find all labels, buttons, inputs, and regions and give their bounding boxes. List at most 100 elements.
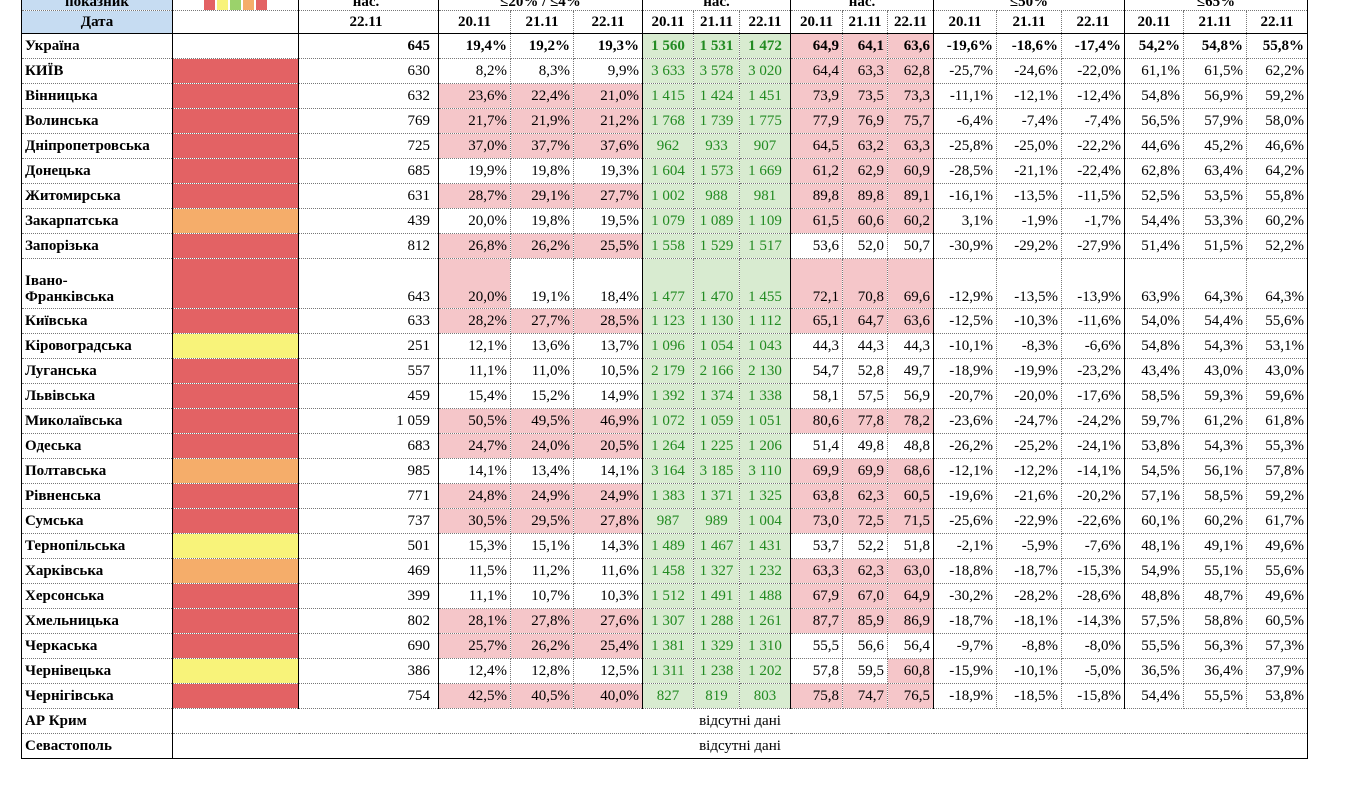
legend-swatch-3 <box>243 0 254 10</box>
pct-cell: 12,4% <box>438 658 511 684</box>
pct-cell: 13,7% <box>573 333 643 359</box>
e-cell: 56,3% <box>1183 633 1247 659</box>
table-row: Сумська 737 30,5% 29,5% 27,8% 987 989 1 004 73,0… <box>21 508 1308 534</box>
pct-cell: 27,7% <box>573 183 643 209</box>
d-cell: -22,2% <box>1061 133 1125 159</box>
d-cell: -24,1% <box>1061 433 1125 459</box>
date-col: 22.11 <box>573 10 643 34</box>
r-cell: 74,7 <box>842 683 888 709</box>
g-cell: 907 <box>739 133 791 159</box>
pct-cell: 11,1% <box>438 358 511 384</box>
population-value: 754 <box>298 683 439 709</box>
d-cell: -9,7% <box>933 633 997 659</box>
g-cell: 1 558 <box>642 233 694 259</box>
g-cell: 1 043 <box>739 333 791 359</box>
pct-cell: 21,7% <box>438 108 511 134</box>
d-cell: -21,6% <box>996 483 1062 509</box>
g-cell: 1 768 <box>642 108 694 134</box>
e-cell: 55,5% <box>1124 633 1184 659</box>
g-cell: 989 <box>693 508 740 534</box>
e-cell: 54,4% <box>1124 683 1184 709</box>
e-cell: 53,8% <box>1246 683 1308 709</box>
region-name: Миколаївська <box>21 408 173 434</box>
r-cell: 48,8 <box>887 433 934 459</box>
region-name: Севастополь <box>21 733 173 759</box>
region-status-color <box>172 308 299 334</box>
g-cell: 1 130 <box>693 308 740 334</box>
region-name: Донецька <box>21 158 173 184</box>
population-value: 631 <box>298 183 439 209</box>
r-cell: 78,2 <box>887 408 934 434</box>
g-cell: 1 310 <box>739 633 791 659</box>
region-status-color <box>172 658 299 684</box>
pct-cell: 14,1% <box>438 458 511 484</box>
region-status-color <box>172 358 299 384</box>
legend-swatch-1 <box>217 0 228 10</box>
e-cell: 54,4% <box>1124 208 1184 234</box>
d-cell: -18,7% <box>996 558 1062 584</box>
r-cell: 63,3 <box>842 58 888 84</box>
region-status-color <box>172 533 299 559</box>
g-cell: 1 338 <box>739 383 791 409</box>
g-cell: 1 517 <box>739 233 791 259</box>
g-cell: 803 <box>739 683 791 709</box>
region-name: Київська <box>21 308 173 334</box>
table-row: Тернопільська 501 15,3% 15,1% 14,3% 1 489 1 46… <box>21 533 1308 559</box>
region-status-color <box>172 333 299 359</box>
r-cell: 56,6 <box>842 633 888 659</box>
g-cell: 1 079 <box>642 208 694 234</box>
r-cell: 60,5 <box>887 483 934 509</box>
pct-cell: 20,0% <box>438 208 511 234</box>
g-cell: 1 489 <box>642 533 694 559</box>
g-cell: 1 470 <box>693 258 740 309</box>
date-col: 20.11 <box>438 10 511 34</box>
g-cell: 1 206 <box>739 433 791 459</box>
r-cell: 57,5 <box>842 383 888 409</box>
pct-cell: 11,2% <box>510 558 574 584</box>
region-name: Сумська <box>21 508 173 534</box>
d-cell: -25,8% <box>933 133 997 159</box>
d-cell: -17,4% <box>1061 33 1125 59</box>
g-cell: 2 166 <box>693 358 740 384</box>
e-cell: 61,7% <box>1246 508 1308 534</box>
region-status-color <box>172 508 299 534</box>
d-cell: -18,1% <box>996 608 1062 634</box>
r-cell: 73,0 <box>790 508 843 534</box>
r-cell: 89,8 <box>790 183 843 209</box>
population-value: 645 <box>298 33 439 59</box>
nodata-text: відсутні дані <box>172 708 1308 734</box>
r-cell: 49,7 <box>887 358 934 384</box>
d-cell: -19,6% <box>933 483 997 509</box>
g-cell: 1 383 <box>642 483 694 509</box>
region-name: Рівненська <box>21 483 173 509</box>
table-row: Херсонська 399 11,1% 10,7% 10,3% 1 512 1 491 1 … <box>21 583 1308 609</box>
r-cell: 72,5 <box>842 508 888 534</box>
region-status-color <box>172 633 299 659</box>
g-cell: 3 185 <box>693 458 740 484</box>
region-name-text: Чернігівська <box>25 688 114 704</box>
pct-cell: 28,1% <box>438 608 511 634</box>
region-status-color <box>172 433 299 459</box>
r-cell: 80,6 <box>790 408 843 434</box>
pct-cell: 15,3% <box>438 533 511 559</box>
date-col: 21.11 <box>510 10 574 34</box>
d-cell: -13,5% <box>996 183 1062 209</box>
r-cell: 76,5 <box>887 683 934 709</box>
g-cell: 1 327 <box>693 558 740 584</box>
r-cell: 68,6 <box>887 458 934 484</box>
e-cell: 57,9% <box>1183 108 1247 134</box>
population-value: 386 <box>298 658 439 684</box>
e-cell: 59,2% <box>1246 483 1308 509</box>
region-name-text: Закарпатська <box>25 213 119 229</box>
table-row: Черкаська 690 25,7% 26,2% 25,4% 1 381 1 329 1 3… <box>21 633 1308 659</box>
d-cell: -1,7% <box>1061 208 1125 234</box>
d-cell: -10,3% <box>996 308 1062 334</box>
e-cell: 57,8% <box>1246 458 1308 484</box>
pct-cell: 29,5% <box>510 508 574 534</box>
g-cell: 1 002 <box>642 183 694 209</box>
d-cell: -14,3% <box>1061 608 1125 634</box>
g-cell: 1 059 <box>693 408 740 434</box>
region-status-color <box>172 458 299 484</box>
pct-cell: 28,2% <box>438 308 511 334</box>
g-cell: 1 491 <box>693 583 740 609</box>
